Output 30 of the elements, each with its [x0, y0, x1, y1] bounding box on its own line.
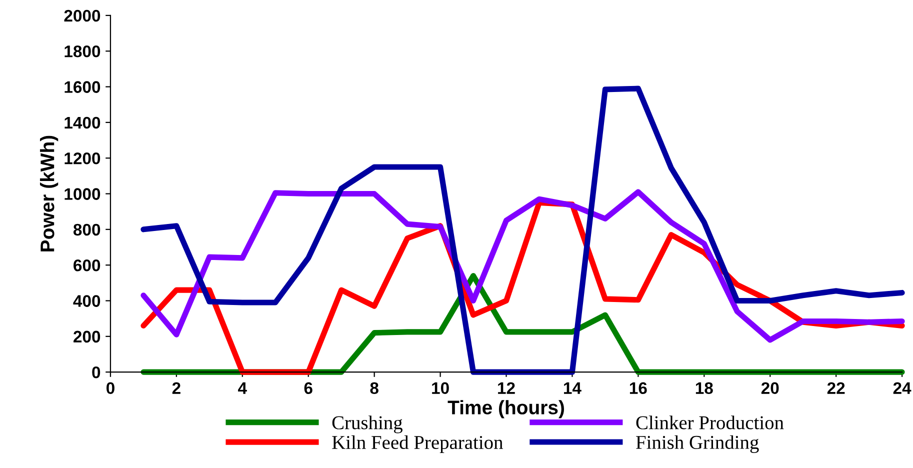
legend-label: Crushing — [332, 416, 402, 434]
x-axis-title: Time (hours) — [448, 400, 564, 418]
x-tick-label: 10 — [432, 382, 449, 394]
x-tick-label: 18 — [696, 382, 713, 394]
legend-label: Clinker Production — [636, 416, 784, 430]
y-tick-label: 1000 — [64, 188, 100, 200]
legend-label: Kiln Feed Preparation — [332, 435, 503, 454]
y-tick-label: 1200 — [64, 152, 100, 164]
x-tick-label: 0 — [106, 382, 114, 394]
x-tick-label: 8 — [370, 382, 378, 394]
x-tick-label: 12 — [498, 382, 515, 394]
y-tick-label: 600 — [74, 259, 100, 272]
x-tick-label: 24 — [893, 382, 912, 394]
x-tick-label: 6 — [304, 382, 312, 394]
y-tick-label: 1800 — [64, 46, 100, 58]
y-tick-label: 200 — [74, 330, 100, 343]
y-tick-label: 1400 — [64, 116, 100, 129]
y-tick-label: 800 — [73, 224, 100, 236]
x-tick-label: 16 — [630, 382, 647, 394]
x-tick-label: 20 — [761, 382, 779, 394]
legend-label: Finish Grinding — [636, 435, 759, 454]
x-tick-label: 14 — [564, 382, 582, 394]
y-tick-label: 1600 — [64, 81, 100, 93]
x-tick-label: 4 — [238, 382, 247, 394]
x-tick-label: 22 — [827, 382, 845, 394]
y-tick-label: 400 — [73, 295, 100, 307]
x-tick-label: 2 — [172, 382, 180, 394]
y-axis-title: Power (kWh) — [40, 136, 58, 252]
y-tick-label: 0 — [92, 366, 100, 378]
y-tick-label: 2000 — [64, 10, 100, 22]
